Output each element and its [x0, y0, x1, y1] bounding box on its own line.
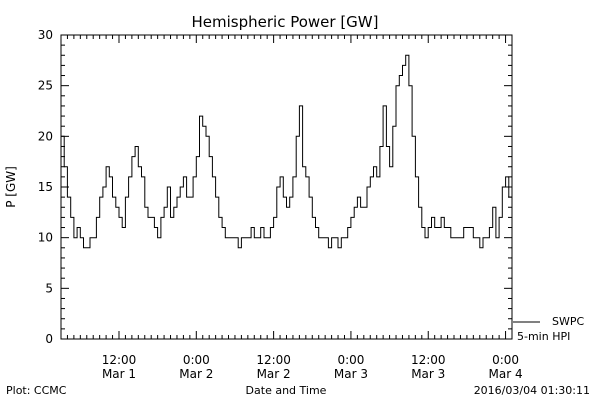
- x-tick-time-label: 0:00: [492, 353, 519, 367]
- x-axis-label: Date and Time: [246, 384, 327, 397]
- chart-title: Hemispheric Power [GW]: [192, 13, 379, 31]
- y-tick-label: 15: [38, 180, 53, 194]
- x-tick-date-label: Mar 1: [102, 367, 136, 381]
- y-axis: 0 5 10 15 20 25 30: [38, 28, 512, 346]
- legend-series-label: 5-min HPI: [517, 330, 570, 343]
- y-tick-label: 20: [38, 129, 53, 143]
- x-tick-date-label: Mar 4: [489, 367, 523, 381]
- x-tick-time-label: 12:00: [102, 353, 137, 367]
- x-tick-date-label: Mar 3: [334, 367, 368, 381]
- y-tick-label: 10: [38, 231, 53, 245]
- x-tick-time-label: 12:00: [256, 353, 291, 367]
- y-tick-label: 30: [38, 28, 53, 42]
- x-tick-time-label: 12:00: [411, 353, 446, 367]
- y-tick-label: 25: [38, 79, 53, 93]
- series-group: [61, 54, 513, 249]
- x-tick-time-label: 0:00: [337, 353, 364, 367]
- plot-timestamp: 2016/03/04 01:30:11: [474, 384, 590, 397]
- x-tick-time-label: 0:00: [183, 353, 210, 367]
- x-tick-date-label: Mar 3: [411, 367, 445, 381]
- legend-source: SWPC: [552, 315, 584, 328]
- y-tick-label: 0: [45, 332, 53, 346]
- plot-credit: Plot: CCMC: [6, 384, 67, 397]
- series-line-hpi: [61, 54, 513, 249]
- y-tick-label: 5: [45, 281, 53, 295]
- x-tick-date-label: Mar 2: [179, 367, 213, 381]
- y-axis-label: P [GW]: [4, 166, 18, 208]
- x-tick-date-label: Mar 2: [257, 367, 291, 381]
